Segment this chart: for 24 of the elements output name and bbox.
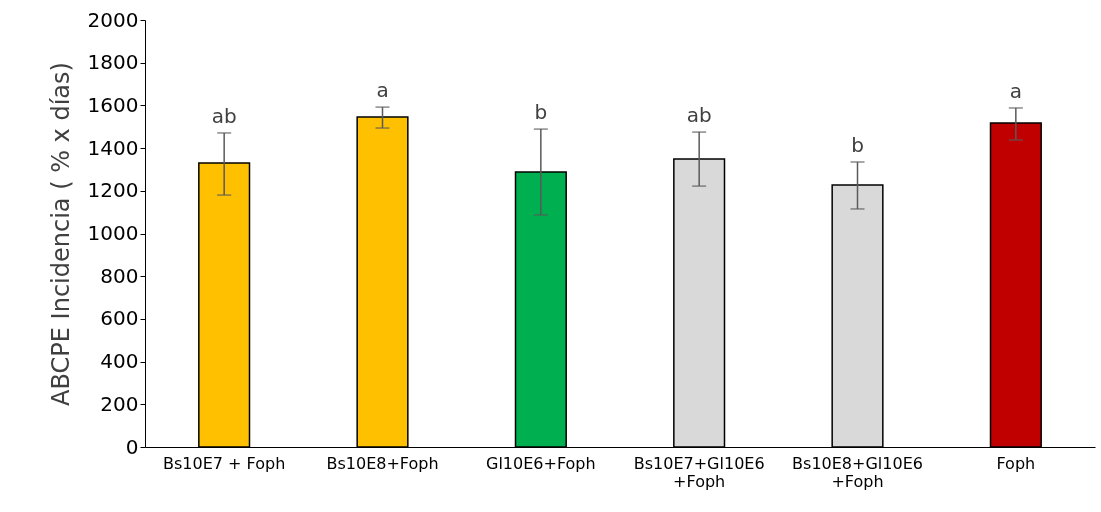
y-tick-label: 1200: [87, 178, 139, 203]
y-tick-label: 200: [100, 391, 139, 416]
x-tick-label: Foph: [996, 453, 1036, 473]
y-tick-label: 1000: [87, 221, 139, 245]
y-tick-label: 1800: [87, 50, 139, 75]
x-tick-label: Bs10E7 + Foph: [163, 453, 286, 473]
y-axis-title: ABCPE Incidencia ( % x días): [46, 62, 75, 406]
x-tick-label: Bs10E8+Foph: [326, 453, 439, 473]
annotation: b: [534, 100, 548, 125]
x-tick-label: Bs10E7+Gl10E6 +Foph: [633, 453, 765, 491]
y-tick-label: 400: [100, 349, 139, 374]
annotation: a: [1009, 78, 1022, 103]
annotation: b: [851, 132, 864, 157]
x-tick-label: Gl10E6+Foph: [486, 453, 596, 473]
y-tick-label: 1600: [87, 92, 139, 117]
x-tick-label: Bs10E8+Gl10E6 +Foph: [792, 453, 923, 491]
y-tick-label: 0: [125, 434, 139, 459]
y-tick-label: 1400: [87, 135, 139, 160]
y-tick-label: 2000: [87, 7, 139, 32]
annotation: ab: [211, 103, 237, 128]
y-tick-label: 800: [100, 263, 139, 288]
annotation: ab: [686, 103, 712, 128]
y-tick-label: 600: [100, 306, 139, 331]
annotation: a: [376, 78, 389, 103]
